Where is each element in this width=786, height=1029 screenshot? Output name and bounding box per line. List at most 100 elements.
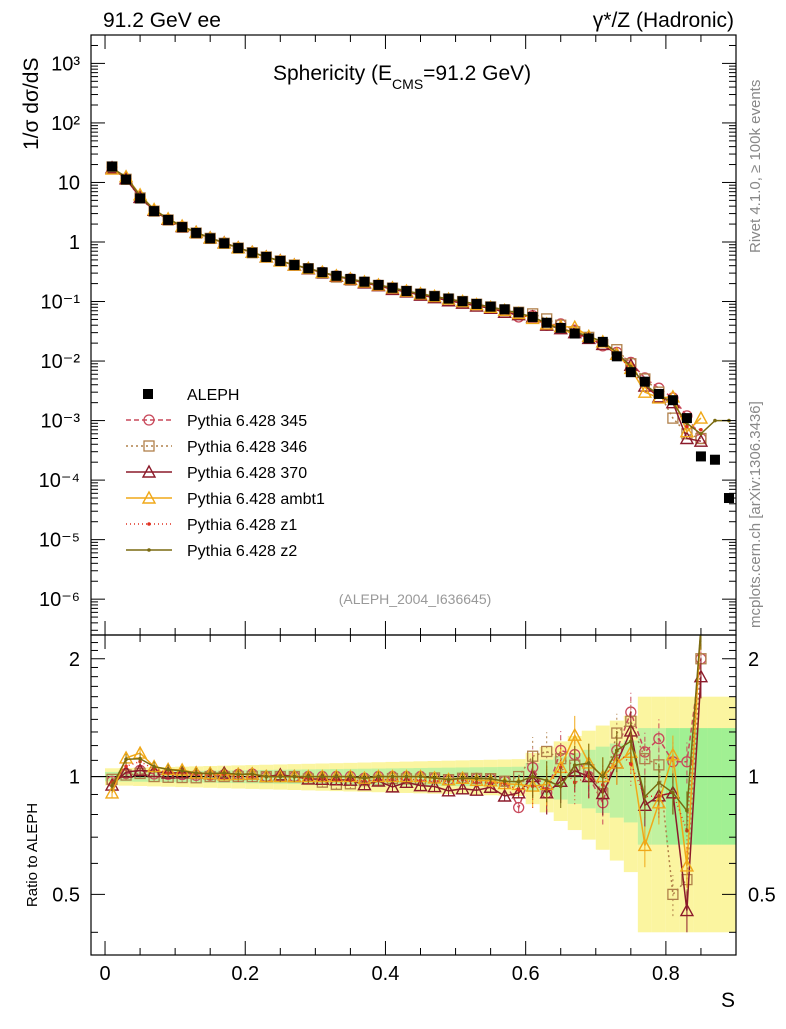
series-370-ratio-point (511, 785, 526, 799)
aleph-data-point (107, 161, 118, 172)
series-z2-ratio-point (629, 739, 633, 744)
aleph-data-point (219, 238, 230, 249)
series-z2-ratio-point (530, 774, 535, 779)
series-z2-ratio-point (657, 780, 661, 785)
aleph-data-point (667, 395, 678, 406)
series-345-ratio-point (513, 801, 525, 814)
aleph-data-point (653, 388, 664, 399)
aleph-data-point (639, 376, 650, 387)
aleph-data-point (317, 267, 328, 278)
series-370-ratio-point (441, 783, 456, 797)
aleph-data-point (541, 317, 552, 328)
series-345-ratio-point (653, 732, 665, 745)
y-tick-label: 10⁻² (41, 351, 81, 373)
legend-z2-marker (147, 548, 151, 552)
aleph-data-point (331, 270, 342, 281)
ratio-tick-label-right: 2 (748, 649, 759, 671)
aleph-data-point (625, 367, 636, 378)
y-tick-label: 10⁻⁴ (39, 470, 80, 492)
aleph-data-point (569, 328, 580, 339)
legend-345-label: Pythia 6.428 345 (187, 413, 307, 430)
series-z2-ratio-point (320, 774, 325, 779)
x-tick-label: 0.8 (652, 963, 680, 985)
series-z2-ratio-point (236, 772, 241, 777)
ratio-band-inner (707, 728, 722, 845)
series-370-ratio-point (118, 764, 134, 778)
series-z2-ratio-point (208, 771, 212, 776)
series-z2-ratio-point (516, 779, 521, 784)
series-ambt1-point (679, 424, 695, 438)
series-370-ratio-point (132, 762, 148, 777)
series-z2-ratio-point (586, 761, 591, 765)
series-346-point (667, 412, 679, 424)
series-370-ratio-point (469, 782, 484, 796)
aleph-data-point (289, 260, 300, 271)
aleph-data-point (611, 351, 622, 362)
aleph-data-point (121, 174, 132, 185)
series-z2-ratio-point (194, 771, 198, 775)
ratio-plot-frame (90, 634, 737, 956)
ratio-tick-label-right: 1 (748, 767, 759, 789)
aleph-data-point (695, 451, 706, 462)
series-z2-ratio-point (334, 774, 339, 779)
y-tick-label: 10⁻⁵ (39, 530, 80, 552)
ratio-tick-label-right: 0.5 (748, 884, 776, 906)
aleph-data-point (485, 301, 496, 312)
series-z2-ratio-point (685, 808, 689, 813)
series-z1-point (699, 427, 703, 432)
series-z2-ratio-point (348, 774, 353, 779)
aleph-data-point (345, 273, 356, 284)
series-z2-ratio-point (713, 626, 717, 630)
series-z2-ratio-point (306, 774, 311, 779)
series-370-ratio-point (413, 778, 428, 792)
aleph-data-point (401, 286, 412, 297)
aleph-data-point (191, 227, 202, 238)
series-z2-ratio-point (110, 784, 114, 788)
series-ambt1-ratio-point (651, 795, 667, 809)
series-z1-ratio-point (124, 764, 128, 769)
aleph-data-point (233, 243, 244, 254)
y-tick-label: 10 (58, 172, 80, 194)
legend-ambt1-label: Pythia 6.428 ambt1 (187, 491, 325, 508)
header-right-label: γ*/Z (Hadronic) (593, 9, 734, 32)
series-ambt1-point (637, 384, 653, 398)
series-370-ratio-point (385, 779, 400, 793)
aleph-data-point (723, 493, 734, 504)
legend-ambt1-marker (141, 490, 157, 504)
series-346-ratio-point (639, 753, 651, 765)
series-z2-ratio-point (474, 776, 479, 781)
series-z2-ratio-point (727, 626, 731, 630)
series-370-point (693, 433, 709, 447)
series-z2-ratio-point (152, 764, 156, 769)
y-tick-label: 1 (69, 232, 80, 254)
x-axis-label: S (721, 989, 735, 1012)
ratio-tick-label: 1 (69, 767, 80, 789)
series-z2-ratio-point (572, 763, 577, 768)
aleph-data-point (429, 291, 440, 302)
series-z2-ratio-point (250, 772, 255, 776)
series-ambt1-ratio-point (637, 838, 653, 852)
series-z1-ratio-point (516, 788, 521, 792)
header-left-label: 91.2 GeV ee (103, 9, 221, 32)
y-tick-label: 10² (51, 113, 80, 135)
series-z2-ratio-point (138, 756, 142, 761)
aleph-data-point (303, 263, 314, 274)
series-ambt1-ratio-point (665, 747, 681, 761)
aleph-data-point (499, 304, 510, 315)
aleph-data-point (597, 336, 608, 347)
y-tick-label: 10⁻⁶ (39, 589, 80, 611)
series-z2-ratio-point (376, 774, 381, 779)
series-z2-point (699, 431, 703, 436)
aleph-data-point (387, 282, 398, 293)
series-370-ratio-point (455, 781, 470, 795)
ratio-tick-label: 2 (69, 649, 80, 671)
legend-370-label: Pythia 6.428 370 (187, 465, 307, 482)
series-z2-ratio-point (222, 771, 227, 775)
series-z2-ratio-point (446, 777, 451, 782)
x-tick-label: 0.2 (231, 963, 259, 985)
series-z2-ratio-point (544, 778, 549, 783)
series-ambt1-ratio-point (567, 727, 582, 741)
legend-z2-label: Pythia 6.428 z2 (187, 543, 297, 560)
